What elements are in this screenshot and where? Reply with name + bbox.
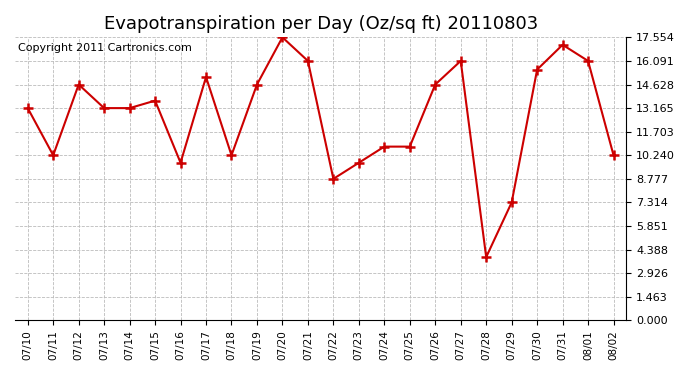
Text: Copyright 2011 Cartronics.com: Copyright 2011 Cartronics.com <box>18 43 192 53</box>
Title: Evapotranspiration per Day (Oz/sq ft) 20110803: Evapotranspiration per Day (Oz/sq ft) 20… <box>104 15 538 33</box>
